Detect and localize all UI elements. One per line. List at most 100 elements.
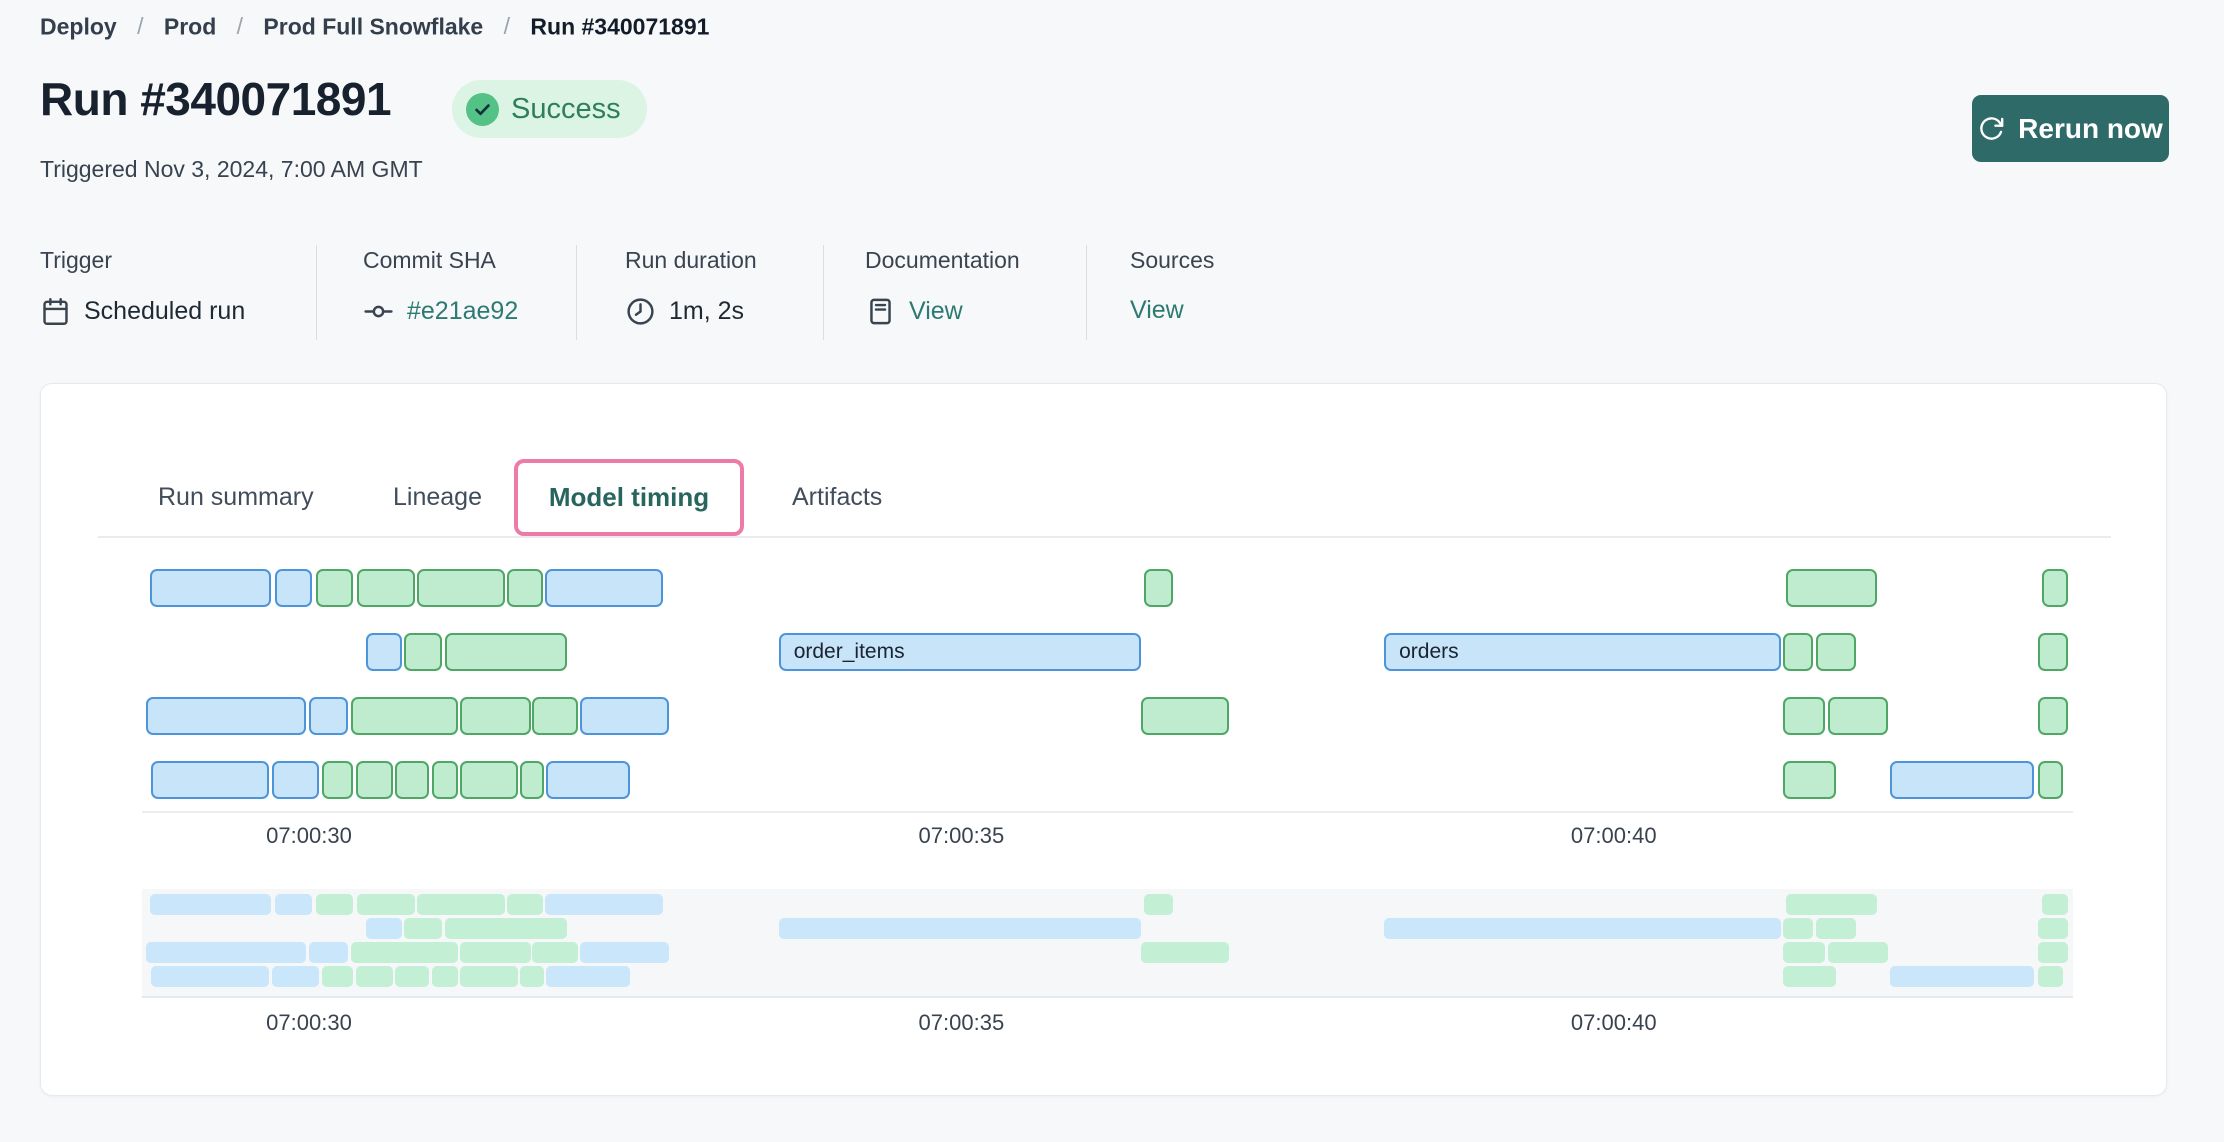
- meta-commit-sha: Commit SHA #e21ae92: [363, 247, 518, 325]
- model-timing-bar[interactable]: [1783, 697, 1826, 735]
- model-timing-bar[interactable]: [355, 761, 393, 799]
- model-timing-bar[interactable]: [2037, 697, 2068, 735]
- model-timing-bar[interactable]: [1815, 633, 1857, 671]
- model-timing-bar[interactable]: [275, 569, 312, 607]
- model-timing-bar[interactable]: [404, 633, 443, 671]
- breadcrumb-current-run: Run #340071891: [530, 13, 710, 40]
- rerun-now-button[interactable]: Rerun now: [1972, 95, 2169, 162]
- breadcrumb-separator: /: [137, 13, 144, 40]
- calendar-icon: [43, 298, 68, 325]
- minimap-bar: [2037, 918, 2068, 939]
- model-timing-bar[interactable]: [580, 697, 670, 735]
- rerun-button-label: Rerun now: [2018, 112, 2163, 144]
- minimap-bar: [1144, 894, 1173, 915]
- model-timing-bar[interactable]: [1827, 697, 1888, 735]
- tab-run-summary[interactable]: Run summary: [158, 483, 314, 511]
- model-timing-bar[interactable]: [520, 761, 544, 799]
- time-axis-label: 07:00:35: [918, 823, 1005, 848]
- model-timing-bar[interactable]: order_items: [778, 633, 1142, 671]
- minimap-bar: [395, 966, 430, 987]
- model-timing-bar[interactable]: [1144, 569, 1173, 607]
- commit-sha-link[interactable]: #e21ae92: [407, 297, 519, 325]
- meta-divider: [1086, 245, 1087, 340]
- model-timing-bar[interactable]: [532, 697, 578, 735]
- minimap-bar: [520, 966, 544, 987]
- time-axis-label: 07:00:30: [266, 823, 352, 848]
- run-detail-card: Run summary Lineage Model timing Artifac…: [40, 383, 2167, 1096]
- breadcrumb-deploy[interactable]: Deploy: [40, 13, 117, 40]
- model-timing-bar[interactable]: [507, 569, 543, 607]
- model-timing-bar[interactable]: [1890, 761, 2034, 799]
- minimap-bar: [545, 894, 663, 915]
- minimap-bar: [366, 918, 402, 939]
- minimap-bar: [2037, 942, 2068, 963]
- minimap-bar: [460, 966, 518, 987]
- model-timing-bar[interactable]: [272, 761, 320, 799]
- breadcrumb: Deploy / Prod / Prod Full Snowflake / Ru…: [40, 12, 709, 40]
- meta-duration-label: Run duration: [625, 247, 757, 273]
- model-timing-bar[interactable]: [1141, 697, 1229, 735]
- model-bar-label: order_items: [793, 640, 905, 663]
- minimap-bar: [417, 894, 505, 915]
- time-axis-label: 07:00:35: [918, 1010, 1005, 1035]
- minimap-bar: [2037, 966, 2063, 987]
- meta-documentation: Documentation View: [865, 247, 1020, 325]
- minimap-bar: [778, 918, 1142, 939]
- sources-view-link[interactable]: View: [1130, 296, 1184, 324]
- minimap-bar: [145, 942, 307, 963]
- model-timing-bar[interactable]: [2037, 633, 2068, 671]
- minimap-bar: [355, 966, 393, 987]
- tab-artifacts[interactable]: Artifacts: [792, 483, 883, 511]
- minimap-bar: [460, 942, 531, 963]
- rerun-icon: [1980, 117, 2004, 140]
- model-timing-bar[interactable]: [151, 761, 269, 799]
- model-timing-bar[interactable]: [1783, 761, 1836, 799]
- meta-trigger-label: Trigger: [40, 247, 112, 273]
- model-timing-bar[interactable]: [309, 697, 349, 735]
- triggered-timestamp: Triggered Nov 3, 2024, 7:00 AM GMT: [40, 156, 423, 182]
- model-timing-bar[interactable]: orders: [1384, 633, 1781, 671]
- model-timing-bar[interactable]: [2037, 761, 2063, 799]
- model-timing-bar[interactable]: [460, 697, 531, 735]
- tab-model-timing[interactable]: Model timing: [514, 459, 744, 536]
- model-timing-bar[interactable]: [145, 697, 307, 735]
- model-timing-bar[interactable]: [2041, 569, 2068, 607]
- minimap-bar: [1827, 942, 1888, 963]
- tab-model-timing-label: Model timing: [548, 482, 710, 512]
- model-timing-bar[interactable]: [417, 569, 505, 607]
- minimap-bar: [404, 918, 443, 939]
- minimap-bar: [1141, 942, 1229, 963]
- status-badge: Success: [452, 80, 647, 138]
- meta-divider: [823, 245, 824, 340]
- model-timing-minimap[interactable]: 07:00:30 07:00:35 07:00:40: [142, 889, 2073, 1035]
- breadcrumb-separator: /: [503, 13, 511, 40]
- time-axis-label: 07:00:40: [1570, 1010, 1657, 1035]
- time-axis-line: [142, 811, 2073, 813]
- meta-sources: Sources View: [1130, 247, 1214, 324]
- tab-divider: [98, 536, 2111, 538]
- model-timing-bar[interactable]: [395, 761, 430, 799]
- model-timing-bar[interactable]: [431, 761, 458, 799]
- breadcrumb-prod[interactable]: Prod: [163, 13, 217, 40]
- meta-trigger-value: Scheduled run: [84, 297, 246, 325]
- tab-lineage[interactable]: Lineage: [393, 483, 482, 511]
- minimap-bar: [315, 894, 354, 915]
- model-timing-bar[interactable]: [444, 633, 568, 671]
- model-timing-bar[interactable]: [1783, 633, 1814, 671]
- model-timing-bar[interactable]: [322, 761, 354, 799]
- minimap-bar: [1384, 918, 1781, 939]
- model-timing-bar[interactable]: [460, 761, 518, 799]
- minimap-bar: [444, 918, 568, 939]
- model-timing-bar[interactable]: [315, 569, 354, 607]
- model-timing-bar[interactable]: [545, 569, 663, 607]
- meta-divider: [576, 245, 577, 340]
- model-timing-bar[interactable]: [366, 633, 402, 671]
- model-timing-bar[interactable]: [149, 569, 272, 607]
- breadcrumb-job[interactable]: Prod Full Snowflake: [263, 13, 484, 40]
- model-timing-bar[interactable]: [546, 761, 630, 799]
- model-timing-bar[interactable]: [1785, 569, 1878, 607]
- model-timing-bar[interactable]: [357, 569, 415, 607]
- model-timing-bar[interactable]: [350, 697, 458, 735]
- meta-bar: Trigger Scheduled run Commit SHA #e21ae9…: [40, 245, 2040, 347]
- documentation-view-link[interactable]: View: [909, 297, 963, 325]
